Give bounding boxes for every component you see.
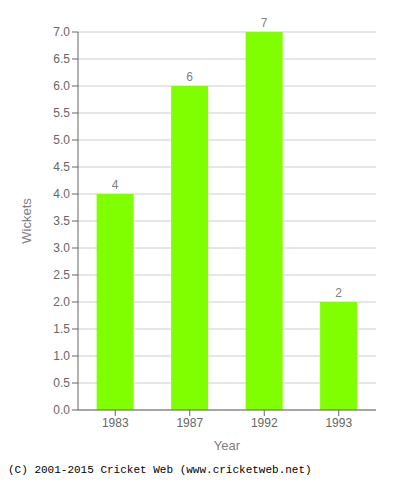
- svg-text:3.5: 3.5: [53, 214, 70, 228]
- svg-text:2.0: 2.0: [53, 295, 70, 309]
- svg-text:5.5: 5.5: [53, 106, 70, 120]
- svg-text:7.0: 7.0: [53, 25, 70, 39]
- svg-text:2.5: 2.5: [53, 268, 70, 282]
- html-text:(C) 2001-2015 Cricket Web (www: (C) 2001-2015 Cricket Web (www.cricketwe…: [8, 464, 312, 476]
- svg-text:1983: 1983: [102, 416, 129, 430]
- svg-text:6.5: 6.5: [53, 52, 70, 66]
- svg-text:0.0: 0.0: [53, 403, 70, 417]
- svg-text:6.0: 6.0: [53, 79, 70, 93]
- svg-text:1992: 1992: [251, 416, 278, 430]
- svg-text:0.5: 0.5: [53, 376, 70, 390]
- svg-text:1993: 1993: [325, 416, 352, 430]
- svg-text:4: 4: [112, 178, 119, 192]
- svg-text:1.5: 1.5: [53, 322, 70, 336]
- svg-text:7: 7: [261, 16, 268, 30]
- svg-text:Year: Year: [214, 438, 241, 453]
- svg-text:2: 2: [335, 286, 342, 300]
- svg-text:6: 6: [186, 70, 193, 84]
- svg-text:1987: 1987: [176, 416, 203, 430]
- svg-text:Wickets: Wickets: [19, 198, 34, 244]
- svg-text:4.0: 4.0: [53, 187, 70, 201]
- svg-text:5.0: 5.0: [53, 133, 70, 147]
- svg-text:4.5: 4.5: [53, 160, 70, 174]
- svg-text:1.0: 1.0: [53, 349, 70, 363]
- svg-text:3.0: 3.0: [53, 241, 70, 255]
